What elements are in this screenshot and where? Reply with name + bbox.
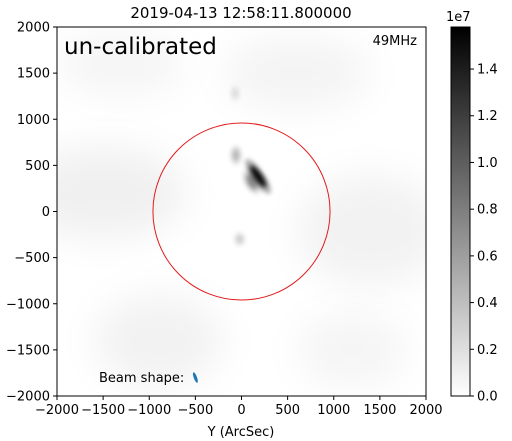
background-haze-patch-0 (57, 146, 187, 240)
colorbar-tick-label: 0.4 (477, 296, 498, 311)
chart-title: 2019-04-13 12:58:11.800000 (130, 4, 351, 22)
x-tick-label: 2000 (409, 403, 442, 418)
background-haze-patch-3 (223, 36, 371, 111)
colorbar-tick-label: 0.8 (477, 203, 498, 218)
y-tick-label: 500 (25, 159, 50, 174)
x-tick-label: −500 (178, 403, 214, 418)
y-tick-label: 1000 (17, 113, 50, 128)
x-tick-label: 500 (275, 403, 300, 418)
x-tick-label: 1500 (363, 403, 396, 418)
background-haze-patch-5 (57, 31, 187, 97)
beam-shape-marker (192, 372, 198, 383)
colorbar-tick-label: 1.0 (477, 156, 498, 171)
y-tick-label: −1500 (6, 343, 50, 358)
beam-label: Beam shape: (99, 371, 184, 386)
x-tick-label: −1000 (127, 403, 171, 418)
y-tick-label: −2000 (6, 390, 50, 405)
frequency-label: 49MHz (373, 34, 418, 49)
colorbar-axis: 0.0 0.2 0.4 0.6 0.8 1.0 1.2 1.4 (470, 63, 498, 405)
colorbar (450, 26, 471, 397)
radio-source-3 (235, 234, 244, 244)
y-tick-label: 1500 (17, 67, 50, 82)
colorbar-tick-label: 1.4 (477, 63, 498, 78)
y-axis: −2000 −1500 −1000 −500 0 500 1000 1500 2000 (6, 21, 57, 405)
x-tick-label: 1000 (317, 403, 350, 418)
x-tick-label: 0 (237, 403, 245, 418)
y-tick-label: 0 (42, 205, 50, 220)
x-axis: −2000 −1500 −1000 −500 0 500 1000 1500 2000 (35, 396, 443, 418)
radio-source-4 (231, 87, 239, 99)
background-haze-patch-1 (296, 174, 426, 286)
colorbar-tick-label: 1.2 (477, 109, 498, 124)
x-tick-label: −1500 (81, 403, 125, 418)
radio-source-1 (246, 174, 258, 190)
y-tick-label: −500 (14, 251, 50, 266)
background-haze-patch-2 (93, 294, 224, 387)
colorbar-tick-label: 0.6 (477, 249, 498, 264)
y-tick-label: −1000 (6, 297, 50, 312)
calibration-label: un-calibrated (64, 34, 217, 60)
solar-limb-circle (152, 122, 331, 301)
colorbar-tick-label: 0.2 (477, 343, 498, 358)
radio-source-2 (232, 148, 240, 162)
y-tick-label: 2000 (17, 21, 50, 36)
colorbar-tick-label: 0.0 (477, 390, 498, 405)
radio-source-0 (250, 165, 267, 188)
x-tick-label: −2000 (35, 403, 79, 418)
source-layer (230, 87, 271, 247)
background-haze-patch-4 (296, 312, 408, 387)
colorbar-exponent: 1e7 (446, 10, 471, 25)
x-axis-label: Y (ArcSec) (207, 425, 275, 440)
